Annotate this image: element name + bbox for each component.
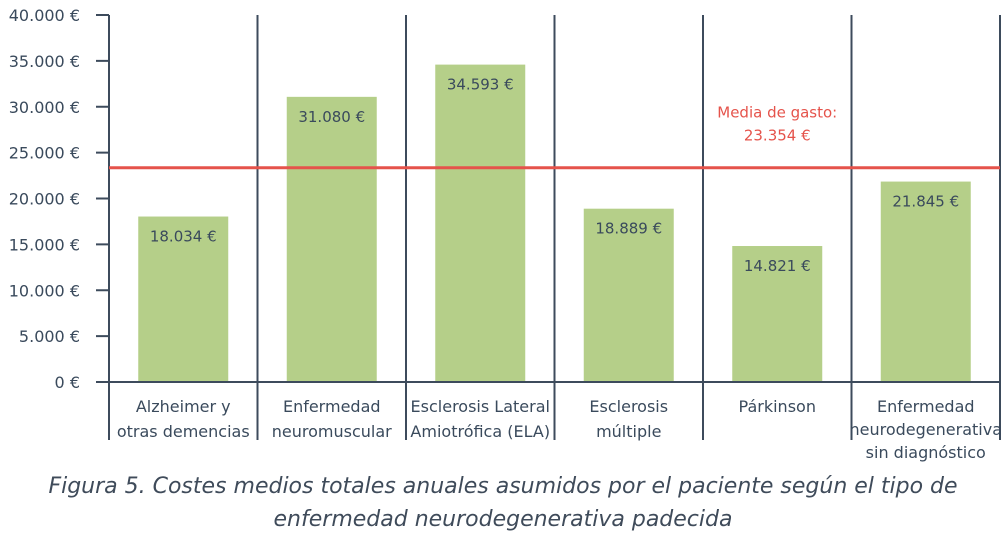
- y-tick-label: 40.000 €: [9, 6, 80, 25]
- y-tick-label: 30.000 €: [9, 98, 80, 117]
- bar-value-label: 18.889 €: [595, 220, 662, 238]
- category-label: Enfermedad: [877, 397, 975, 416]
- bar-value-label: 14.821 €: [744, 257, 811, 275]
- bar: [286, 96, 377, 382]
- bar: [732, 246, 823, 382]
- category-label: múltiple: [596, 422, 661, 441]
- caption-line-1: Figura 5. Costes medios totales anuales …: [48, 474, 958, 499]
- bar: [138, 216, 229, 382]
- mean-label: 23.354 €: [744, 127, 811, 145]
- category-label: neurodegenerativa: [850, 420, 1003, 439]
- bar: [583, 208, 674, 382]
- category-label: Esclerosis Lateral: [411, 397, 550, 416]
- y-tick-label: 15.000 €: [9, 235, 80, 254]
- bar-value-label: 34.593 €: [447, 76, 514, 94]
- y-tick-label: 20.000 €: [9, 190, 80, 209]
- mean-label: Media de gasto:: [717, 104, 837, 122]
- y-tick-label: 25.000 €: [9, 144, 80, 163]
- category-label: Amiotrófica (ELA): [410, 422, 550, 441]
- y-tick-label: 10.000 €: [9, 281, 80, 300]
- bar-value-label: 21.845 €: [892, 193, 959, 211]
- category-label: Esclerosis: [589, 397, 668, 416]
- category-label: Enfermedad: [283, 397, 381, 416]
- y-tick-label: 0 €: [55, 373, 80, 392]
- category-label: sin diagnóstico: [866, 443, 986, 462]
- bar-chart: 18.034 € 31.080 € 34.593 € 18.889 € 14.821 €…: [9, 6, 1003, 462]
- y-tick-label: 5.000 €: [19, 327, 80, 346]
- category-label: otras demencias: [117, 422, 250, 441]
- figure-caption: Figura 5. Costes medios totales anuales …: [0, 470, 1006, 536]
- category-label: Párkinson: [739, 397, 816, 416]
- bar: [880, 181, 971, 382]
- category-label: neuromuscular: [272, 422, 392, 441]
- bar: [435, 64, 526, 382]
- caption-line-2: enfermedad neurodegenerativa padecida: [273, 507, 733, 532]
- category-label: Alzheimer y: [136, 397, 231, 416]
- bar-value-label: 18.034 €: [150, 228, 217, 246]
- bar-value-label: 31.080 €: [298, 108, 365, 126]
- y-tick-label: 35.000 €: [9, 52, 80, 71]
